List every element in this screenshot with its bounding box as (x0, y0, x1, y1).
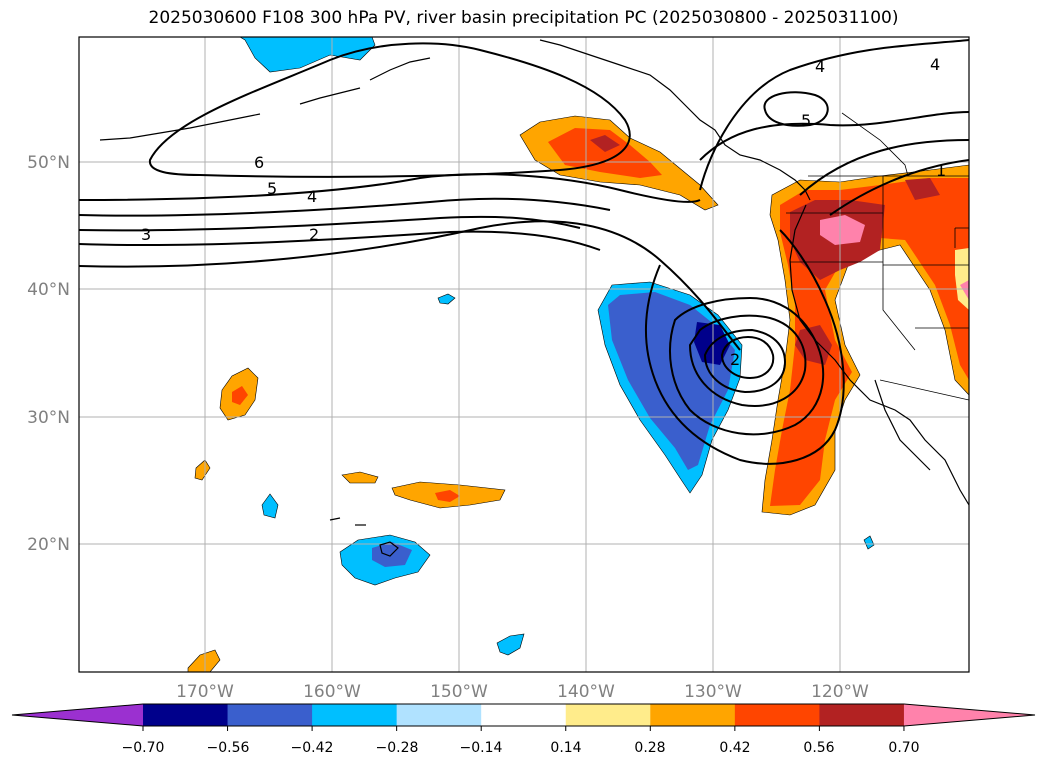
colorbar-extend-min (12, 704, 143, 726)
gridlines (79, 37, 969, 672)
colorbar-tick-label: 0.70 (888, 740, 919, 756)
colorbar-bin (819, 704, 905, 726)
lat-label: 30°N (27, 408, 70, 428)
colorbar (11, 703, 1036, 727)
colorbar-bin (481, 704, 567, 726)
coastlines (99, 39, 969, 557)
colorbar-bin (650, 704, 736, 726)
pv-contour-label: 5 (801, 111, 811, 130)
colorbar-tick-label: −0.70 (122, 740, 165, 756)
lon-label: 120°W (811, 682, 869, 702)
colorbar-bin (143, 704, 229, 726)
lat-label: 50°N (27, 153, 70, 173)
colorbar-tick-label: 0.28 (634, 740, 665, 756)
colorbar-bin (227, 704, 313, 726)
pv-contour-label: 1 (936, 161, 946, 180)
colorbar-extend-max (903, 704, 1035, 726)
latitude-labels: 50°N 40°N 30°N 20°N (27, 153, 70, 555)
map-title: 2025030600 F108 300 hPa PV, river basin … (148, 8, 899, 28)
neg-anomaly-blob (239, 37, 376, 73)
colorbar-bin (396, 704, 482, 726)
colorbar-tick-label: 0.14 (550, 740, 581, 756)
lon-label: 150°W (430, 682, 488, 702)
lat-label: 20°N (27, 535, 70, 555)
contour-labels: 6 5 4 3 2 4 5 4 1 2 (141, 55, 946, 369)
pv-contour-label: 4 (307, 187, 317, 206)
precip-shading (187, 37, 969, 672)
pv-contour-label: 3 (141, 225, 151, 244)
colorbar-tick-label: −0.42 (291, 740, 334, 756)
map-frame (78, 36, 970, 673)
lon-label: 140°W (557, 682, 615, 702)
colorbar-bin (565, 704, 651, 726)
colorbar-tick-labels: −0.70 −0.56 −0.42 −0.28 −0.14 0.14 0.28 … (122, 726, 920, 756)
pv-contour-label: 5 (267, 179, 277, 198)
pv-contours (79, 39, 969, 465)
pv-contour-label: 4 (930, 55, 940, 74)
pv-contour-label: 2 (309, 225, 319, 244)
colorbar-tick-label: −0.28 (376, 740, 419, 756)
lon-label: 130°W (684, 682, 742, 702)
colorbar-tick-label: 0.56 (803, 740, 834, 756)
pv-contour-label: 6 (254, 153, 264, 172)
longitude-labels: 170°W 160°W 150°W 140°W 130°W 120°W (176, 682, 869, 702)
colorbar-tick-label: −0.56 (207, 740, 250, 756)
lat-label: 40°N (27, 280, 70, 300)
colorbar-tick-label: −0.14 (460, 740, 503, 756)
colorbar-tick-label: 0.42 (719, 740, 750, 756)
colorbar-bin (734, 704, 820, 726)
lon-label: 160°W (303, 682, 361, 702)
pv-contour-label: 2 (730, 350, 740, 369)
pv-contour-label: 4 (815, 57, 825, 76)
colorbar-bin (312, 704, 398, 726)
lon-label: 170°W (176, 682, 234, 702)
